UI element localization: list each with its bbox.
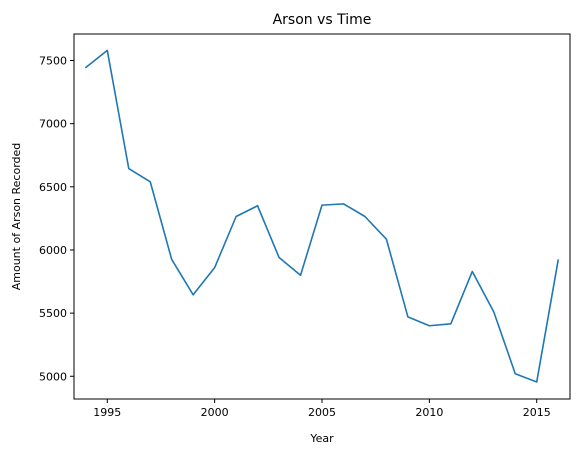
plot-frame <box>73 33 571 400</box>
y-axis-label: Amount of Arson Recorded <box>10 143 23 291</box>
y-tick-label: 5000 <box>39 370 67 383</box>
y-tick-label: 7000 <box>39 118 67 131</box>
y-tick-label: 6500 <box>39 181 67 194</box>
x-axis: 1995 2000 2005 2010 2015 <box>93 399 551 419</box>
x-tick-label: 2015 <box>523 406 551 419</box>
y-axis: 5000 5500 6000 6500 7000 7500 <box>39 55 74 383</box>
series-layer <box>85 49 559 383</box>
x-axis-label: Year <box>309 432 334 445</box>
chart-title: Arson vs Time <box>273 12 372 28</box>
series-line <box>85 49 559 383</box>
y-tick-label: 7500 <box>39 55 67 68</box>
y-tick-label: 5500 <box>39 307 67 320</box>
x-tick-label: 2005 <box>308 406 336 419</box>
x-tick-label: 2000 <box>201 406 229 419</box>
x-tick-label: 1995 <box>93 406 121 419</box>
x-tick-label: 2010 <box>415 406 443 419</box>
y-tick-label: 6000 <box>39 244 67 257</box>
plot-area <box>73 33 571 400</box>
